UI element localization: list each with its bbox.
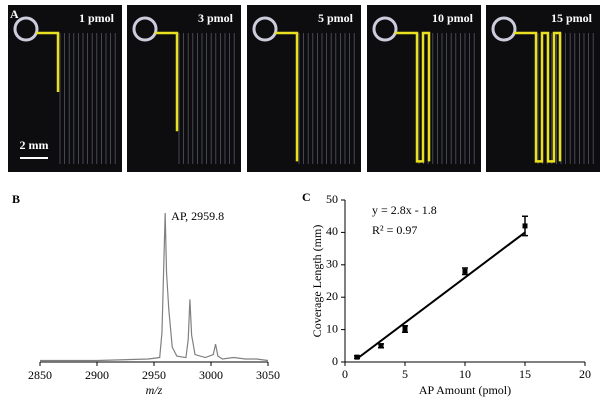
spectrum	[40, 212, 269, 362]
y-tick-label: 0	[332, 354, 338, 368]
port	[132, 16, 158, 42]
y-tick-label: 50	[326, 192, 338, 206]
x-tick-label: 3000	[199, 368, 223, 382]
coverage	[395, 31, 431, 163]
x-tick-label: 5	[402, 367, 408, 381]
point	[402, 326, 408, 332]
coverage	[275, 31, 299, 162]
point	[378, 343, 384, 349]
x-axis-label: m/z	[146, 383, 163, 397]
point	[462, 268, 468, 274]
amount-label: 15 pmol	[551, 11, 593, 25]
y-tick-label: 10	[326, 321, 338, 335]
panel-letter: C	[302, 190, 311, 204]
amount-label: 10 pmol	[432, 11, 474, 25]
x-tick-label: 0	[342, 367, 348, 381]
equation: y = 2.8x - 1.8	[372, 203, 437, 217]
x-tick-label: 3050	[256, 368, 280, 382]
point	[522, 223, 528, 229]
port	[491, 16, 517, 42]
x-tick-label: 2950	[142, 368, 166, 382]
y-tick-label: 30	[326, 257, 338, 271]
y-axis-label: Coverage Length (mm)	[310, 225, 324, 338]
port	[13, 16, 39, 42]
amount-label: 5 pmol	[318, 11, 354, 25]
coverage	[514, 31, 562, 163]
amount-label: 3 pmol	[198, 11, 234, 25]
port	[372, 16, 398, 42]
fit-line	[356, 231, 526, 360]
panel-letter: A	[10, 7, 19, 21]
y-tick-label: 40	[326, 224, 338, 238]
amount-label: 1 pmol	[79, 11, 115, 25]
x-axis-label: AP Amount (pmol)	[419, 383, 511, 397]
x-tick-label: 15	[519, 367, 531, 381]
coverage	[36, 31, 60, 92]
coverage	[155, 31, 179, 132]
panel-letter: B	[12, 192, 20, 206]
port	[252, 16, 278, 42]
x-tick-label: 2900	[85, 368, 109, 382]
x-tick-label: 20	[579, 367, 591, 381]
x-tick-label: 10	[459, 367, 471, 381]
point	[354, 354, 360, 360]
r-squared: R² = 0.97	[372, 223, 417, 237]
peak-annotation: AP, 2959.8	[171, 209, 224, 223]
x-tick-label: 2850	[28, 368, 52, 382]
y-tick-label: 20	[326, 289, 338, 303]
scale-label: 2 mm	[20, 138, 49, 152]
